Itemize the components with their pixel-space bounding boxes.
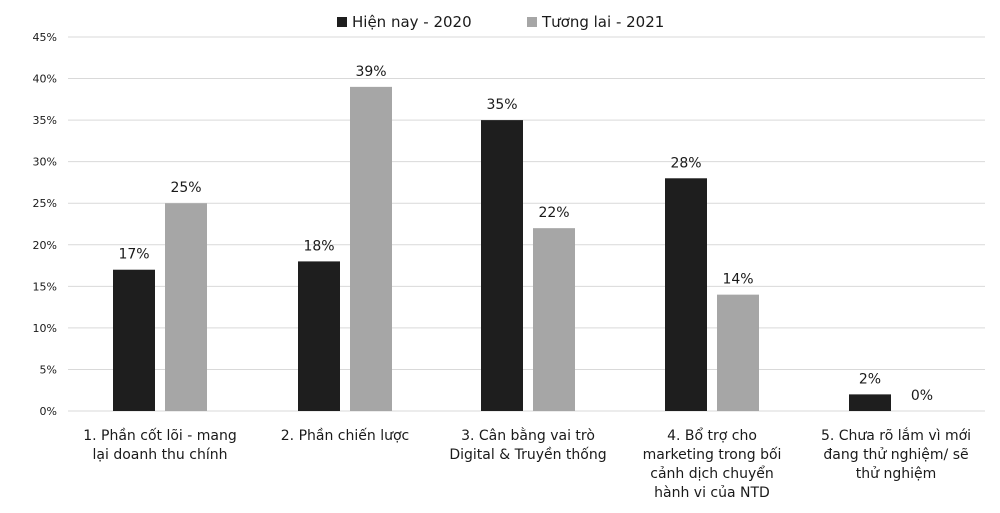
bar bbox=[665, 178, 707, 411]
data-label: 0% bbox=[911, 388, 933, 404]
y-tick-label: 15% bbox=[33, 280, 57, 293]
data-label: 39% bbox=[355, 64, 386, 80]
y-tick-label: 20% bbox=[33, 239, 57, 252]
legend-swatch bbox=[527, 17, 537, 27]
y-tick-label: 35% bbox=[33, 114, 57, 127]
bars bbox=[113, 86, 891, 411]
category-label-line: marketing trong bối bbox=[643, 446, 782, 463]
legend-entry: Tương lai - 2021 bbox=[541, 13, 664, 31]
bar bbox=[298, 261, 340, 411]
bar bbox=[350, 86, 392, 411]
category-label: 1. Phần cốt lõi - mang lại doanh thu chín… bbox=[83, 427, 237, 463]
category-label-line: 3. Cân bằng vai trò bbox=[461, 427, 595, 444]
y-tick-label: 30% bbox=[33, 156, 57, 169]
category-label-line: hành vi của NTD bbox=[654, 485, 770, 501]
y-tick-label: 25% bbox=[33, 197, 57, 210]
category-label-line: 1. Phần cốt lõi - mang bbox=[83, 427, 237, 444]
category-label: 4. Bổ trợ cho marketing trong bối cảnh dịc… bbox=[643, 427, 782, 501]
y-tick-label: 40% bbox=[33, 73, 57, 86]
data-label: 2% bbox=[859, 371, 881, 387]
data-label: 35% bbox=[486, 97, 517, 113]
category-label-line: 4. Bổ trợ cho bbox=[667, 427, 757, 444]
category-label-line: Digital & Truyền thống bbox=[449, 446, 606, 463]
data-labels: 17% 18% 35% 28% 2% 25% 39% 22% 14% 0% bbox=[118, 64, 933, 404]
bar bbox=[533, 228, 575, 411]
data-label: 18% bbox=[303, 238, 334, 254]
bar bbox=[481, 120, 523, 411]
category-label-line: 2. Phần chiến lược bbox=[281, 427, 409, 444]
y-tick-label: 0% bbox=[40, 405, 57, 418]
category-label: 2. Phần chiến lược bbox=[281, 427, 409, 444]
legend-swatch bbox=[337, 17, 347, 27]
legend-entry: Hiện nay - 2020 bbox=[352, 13, 472, 31]
y-tick-label: 10% bbox=[33, 322, 57, 335]
category-label: 5. Chưa rõ lắm vì mới đang thử nghiệm/ sẽ… bbox=[821, 427, 971, 482]
y-tick-label: 5% bbox=[40, 363, 57, 376]
bar bbox=[849, 394, 891, 411]
data-label: 28% bbox=[670, 155, 701, 171]
data-label: 25% bbox=[170, 180, 201, 196]
category-label-line: 5. Chưa rõ lắm vì mới bbox=[821, 427, 971, 444]
data-label: 22% bbox=[538, 205, 569, 221]
bar bbox=[165, 203, 207, 411]
category-label-line: lại doanh thu chính bbox=[93, 447, 228, 463]
bar bbox=[113, 269, 155, 411]
bar bbox=[717, 294, 759, 411]
y-tick-label: 45% bbox=[33, 31, 57, 44]
category-label-line: thử nghiệm bbox=[856, 466, 936, 482]
category-label: 3. Cân bằng vai trò Digital & Truyền thốn… bbox=[449, 427, 606, 463]
category-label-line: đang thử nghiệm/ sẽ bbox=[823, 447, 968, 463]
category-label-line: cảnh dịch chuyển bbox=[650, 465, 773, 482]
data-label: 17% bbox=[118, 247, 149, 263]
y-axis-ticks: 0% 5% 10% 15% 20% 25% 30% 35% 40% 45% bbox=[33, 31, 57, 418]
legend: Hiện nay - 2020 Tương lai - 2021 bbox=[337, 13, 664, 31]
data-label: 14% bbox=[722, 272, 753, 288]
category-labels: 1. Phần cốt lõi - mang lại doanh thu chín… bbox=[83, 427, 971, 501]
gridlines bbox=[68, 36, 985, 412]
